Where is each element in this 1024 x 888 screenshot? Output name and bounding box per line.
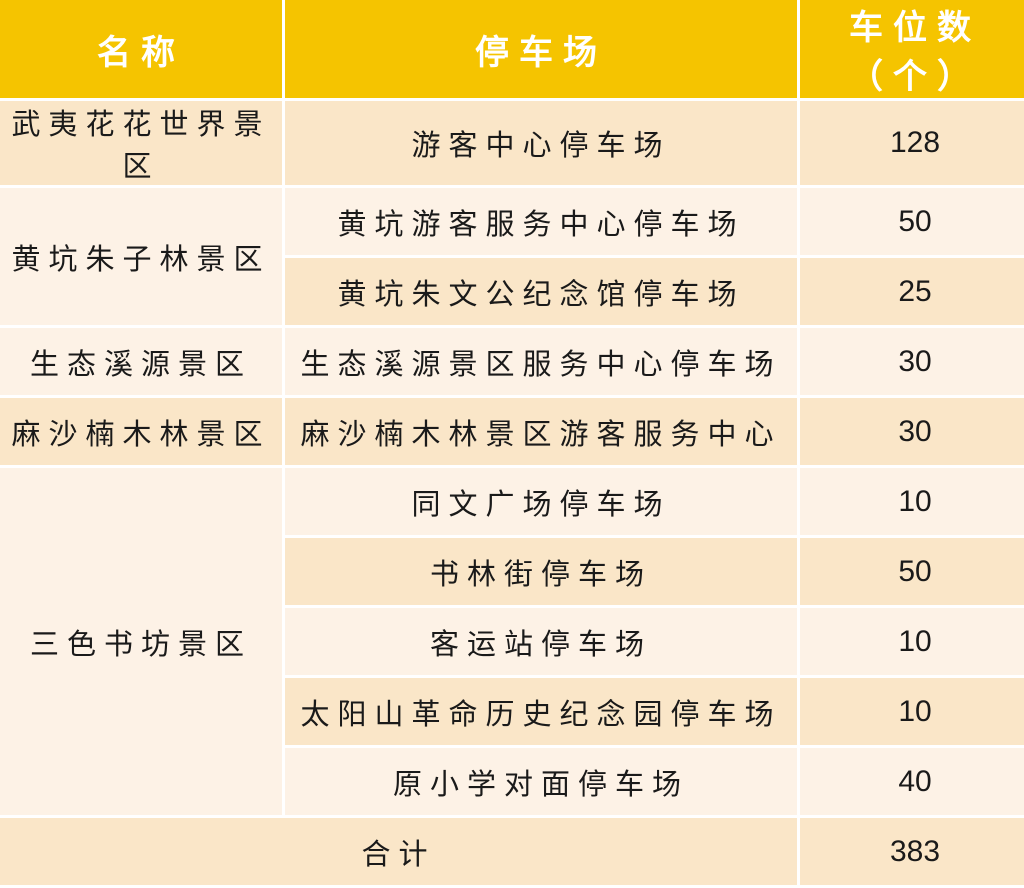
header-row: 名称 停车场 车位数（个） [0, 0, 1024, 98]
lot-cell: 黄坑游客服务中心停车场 [285, 188, 797, 255]
count-cell: 30 [800, 328, 1024, 395]
table-row: 黄坑朱文公纪念馆停车场 25 [0, 258, 1024, 325]
table-row: 黄坑朱子林景区 黄坑游客服务中心停车场 50 [0, 188, 1024, 325]
table-row: 书林街停车场 50 [0, 538, 1024, 605]
area-cell: 麻沙楠木林景区 [0, 398, 282, 465]
count-cell: 40 [800, 748, 1024, 815]
lot-cell: 书林街停车场 [285, 538, 797, 605]
count-cell: 50 [800, 188, 1024, 255]
lot-cell: 同文广场停车场 [285, 468, 797, 535]
table-row: 太阳山革命历史纪念园停车场 10 [0, 678, 1024, 745]
lot-cell: 太阳山革命历史纪念园停车场 [285, 678, 797, 745]
count-cell: 50 [800, 538, 1024, 605]
lot-cell: 生态溪源景区服务中心停车场 [285, 328, 797, 395]
count-cell: 128 [800, 101, 1024, 185]
lot-cell: 麻沙楠木林景区游客服务中心 [285, 398, 797, 465]
total-row: 合计 383 [0, 818, 1024, 885]
count-cell: 25 [800, 258, 1024, 325]
count-cell: 10 [800, 608, 1024, 675]
table-row: 三色书坊景区 同文广场停车场 10 [0, 468, 1024, 815]
header-name: 名称 [0, 0, 282, 98]
area-cell: 生态溪源景区 [0, 328, 282, 395]
area-cell: 黄坑朱子林景区 [0, 188, 282, 325]
lot-cell: 原小学对面停车场 [285, 748, 797, 815]
total-count: 383 [800, 818, 1024, 885]
table-row: 麻沙楠木林景区 麻沙楠木林景区游客服务中心 30 [0, 398, 1024, 465]
count-cell: 30 [800, 398, 1024, 465]
count-cell: 10 [800, 678, 1024, 745]
lot-cell: 游客中心停车场 [285, 101, 797, 185]
lot-cell: 黄坑朱文公纪念馆停车场 [285, 258, 797, 325]
table-row: 原小学对面停车场 40 [0, 748, 1024, 815]
area-cell: 三色书坊景区 [0, 468, 282, 815]
total-label: 合计 [0, 818, 797, 885]
lot-cell: 客运站停车场 [285, 608, 797, 675]
count-cell: 10 [800, 468, 1024, 535]
header-spaces: 车位数（个） [800, 0, 1024, 98]
table-row: 客运站停车场 10 [0, 608, 1024, 675]
table-row: 武夷花花世界景区 游客中心停车场 128 [0, 101, 1024, 185]
table-row: 生态溪源景区 生态溪源景区服务中心停车场 30 [0, 328, 1024, 395]
area-cell: 武夷花花世界景区 [0, 101, 282, 185]
header-parking: 停车场 [285, 0, 797, 98]
